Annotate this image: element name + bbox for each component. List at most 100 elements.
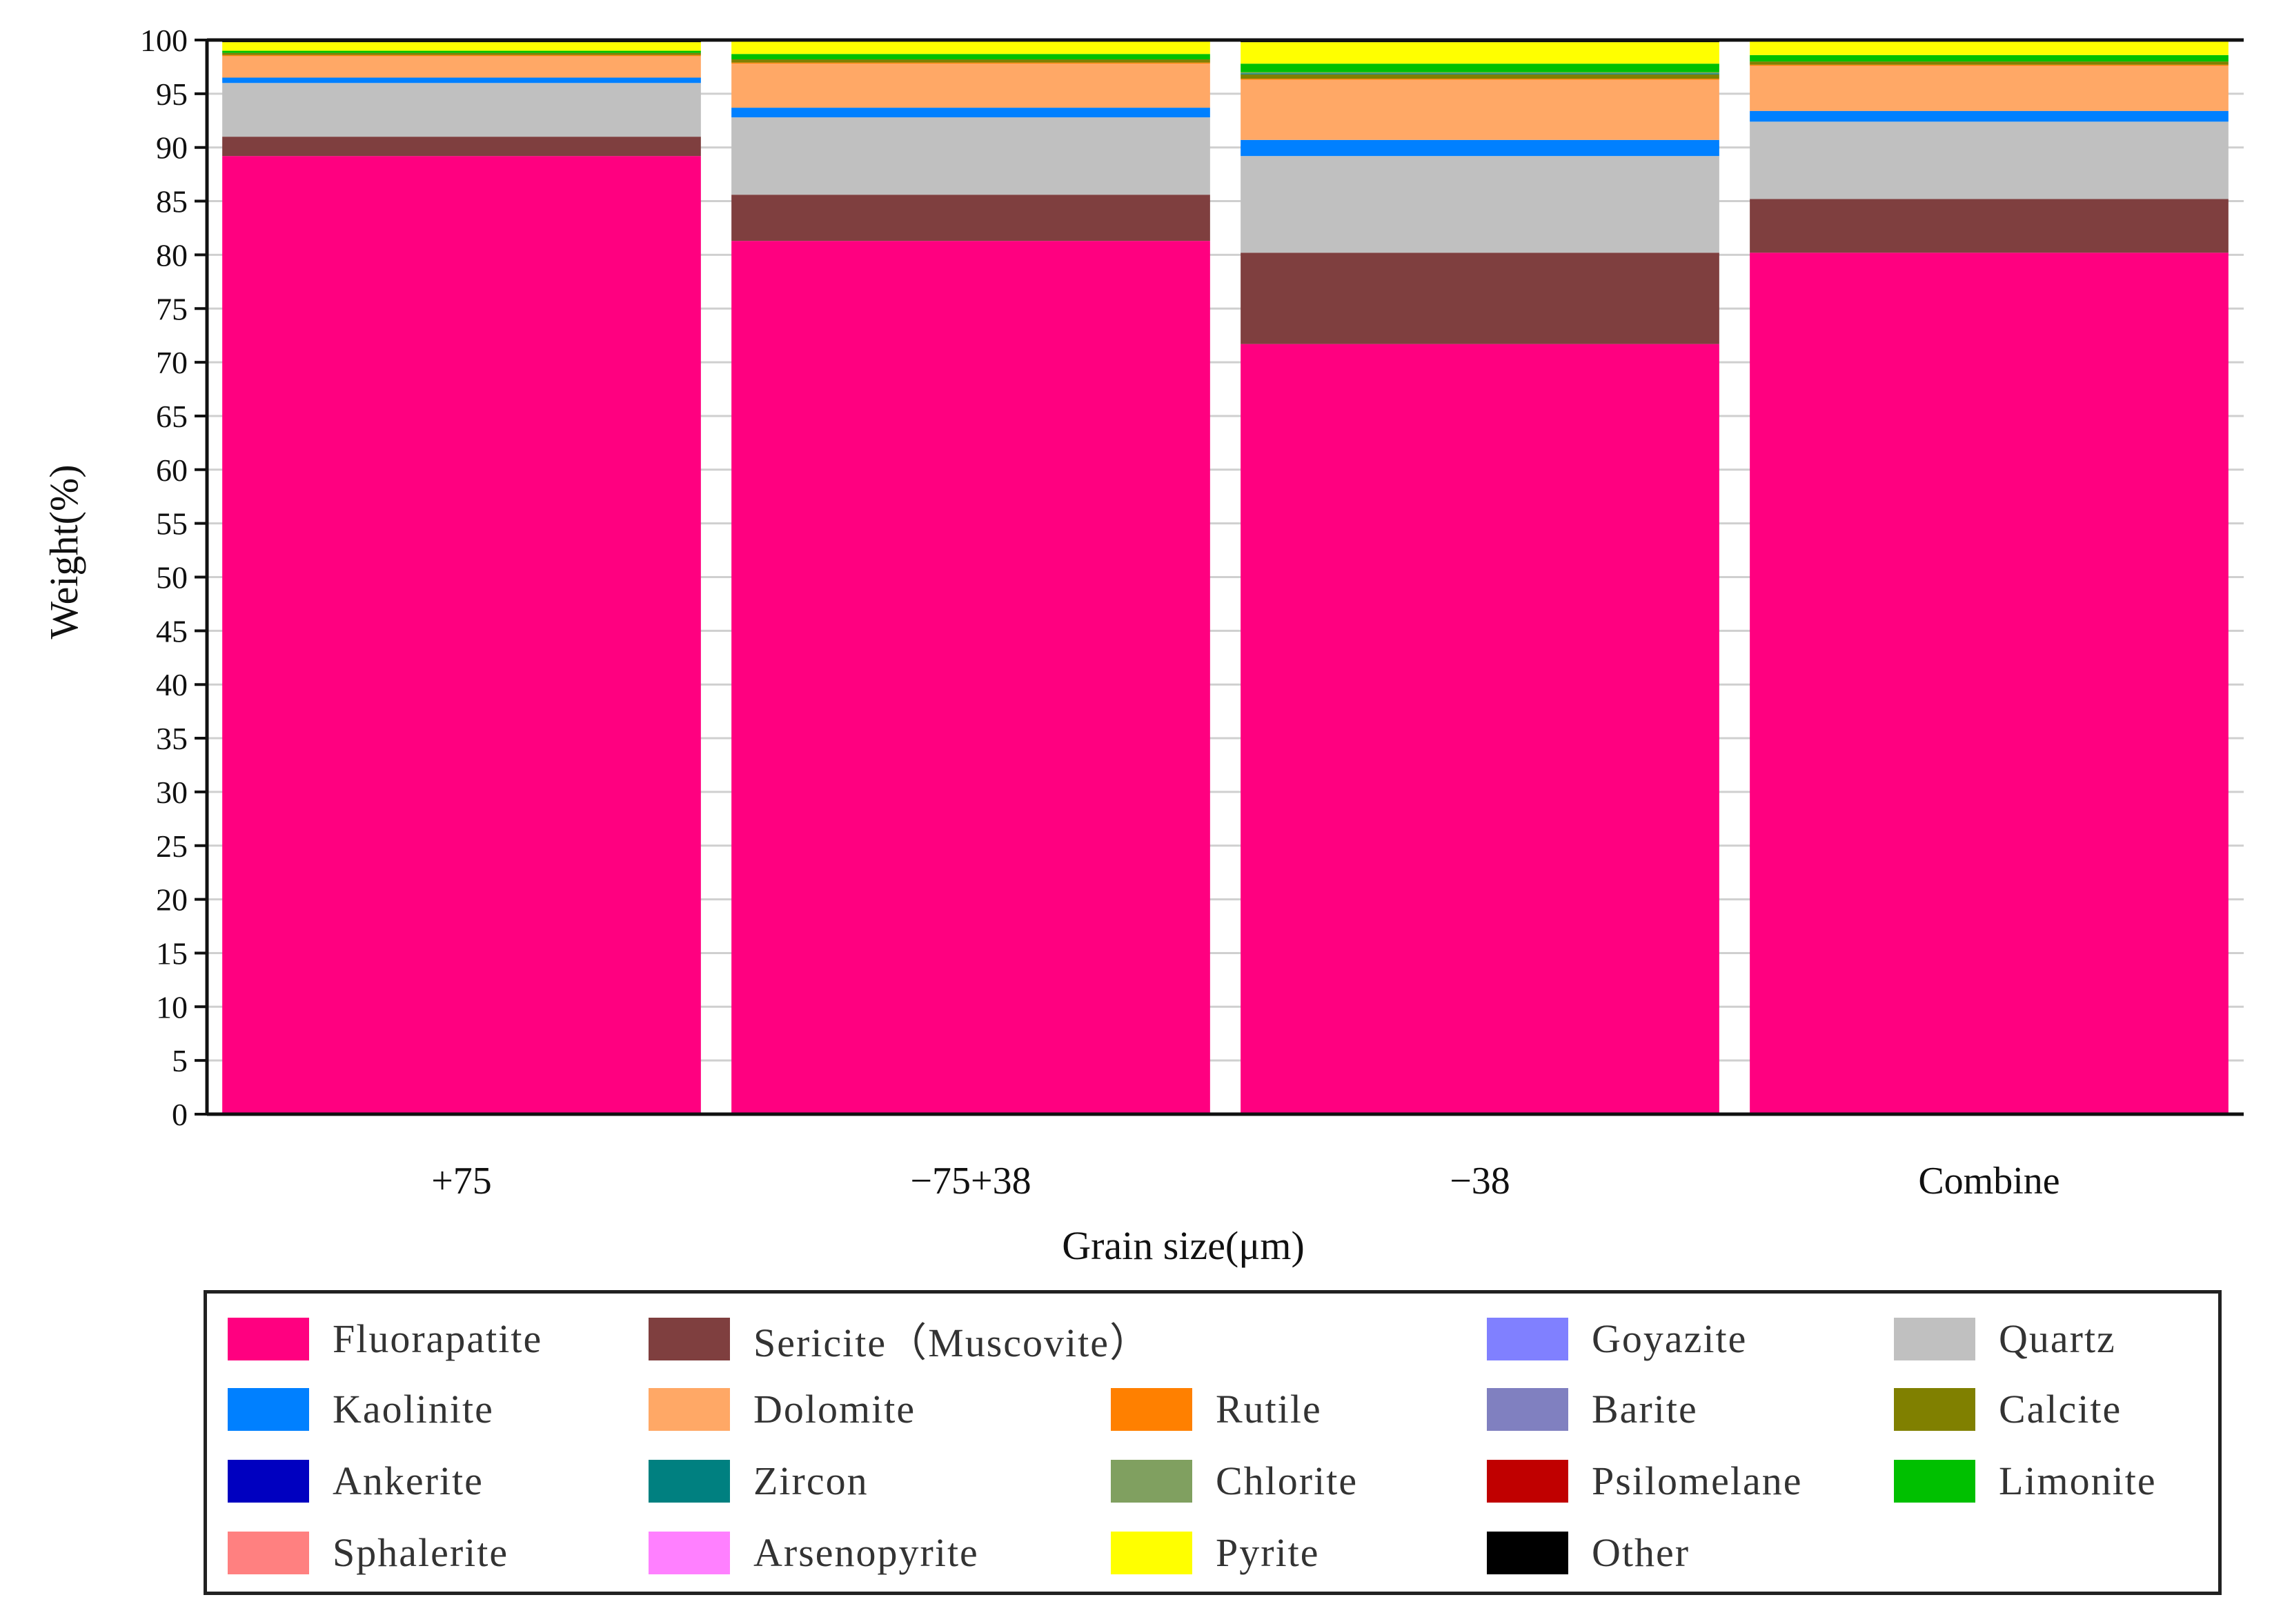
y-axis-title: Weight(%) bbox=[41, 464, 86, 639]
legend-item: Goyazite bbox=[1487, 1313, 1747, 1365]
x-category-label: +75 bbox=[431, 1160, 492, 1202]
legend-swatch bbox=[1487, 1531, 1568, 1574]
legend-item: Sphalerite bbox=[228, 1527, 508, 1578]
legend-swatch bbox=[1487, 1387, 1568, 1431]
y-tick-label: 75 bbox=[156, 291, 188, 326]
y-tick-label: 0 bbox=[172, 1097, 188, 1132]
bar-segment-fluorapatite bbox=[731, 241, 1210, 1115]
bar-segment-calcite bbox=[731, 59, 1210, 63]
legend-swatch bbox=[1111, 1387, 1192, 1431]
bar-segment-fluorapatite bbox=[1750, 252, 2229, 1114]
legend-swatch bbox=[649, 1459, 730, 1503]
legend-item: Fluorapatite bbox=[228, 1313, 542, 1365]
legend-item: Quartz bbox=[1894, 1313, 2116, 1365]
legend-swatch bbox=[1111, 1459, 1192, 1503]
legend-swatch bbox=[1894, 1459, 1975, 1503]
legend-swatch bbox=[1894, 1387, 1975, 1431]
bar-segment-quartz bbox=[731, 117, 1210, 195]
y-tick-label: 45 bbox=[156, 613, 188, 648]
bar-segment-sericite-muscovite bbox=[222, 137, 701, 157]
bar-segment-quartz bbox=[1750, 121, 2229, 199]
legend-swatch bbox=[228, 1317, 309, 1360]
y-tick-label: 85 bbox=[156, 184, 188, 219]
bar-stack bbox=[222, 40, 701, 1114]
legend-swatch bbox=[228, 1459, 309, 1503]
y-tick-label: 50 bbox=[156, 560, 188, 595]
legend-swatch bbox=[1487, 1317, 1568, 1360]
bar-segment-rutile bbox=[1750, 64, 2229, 66]
bar-stack bbox=[731, 40, 1210, 1115]
bar-segment-pyrite bbox=[1241, 42, 1719, 64]
bar-segment-quartz bbox=[1241, 156, 1719, 253]
bar-segment-limonite bbox=[222, 50, 701, 53]
legend-label: Barite bbox=[1592, 1387, 1698, 1432]
legend-label: Arsenopyrite bbox=[753, 1530, 979, 1575]
legend-item: Sericite（Muscovite） bbox=[649, 1313, 1151, 1365]
legend-label: Kaolinite bbox=[333, 1387, 494, 1432]
legend-swatch bbox=[1487, 1459, 1568, 1503]
bar-segment-sericite-muscovite bbox=[1241, 252, 1719, 344]
y-tick-label: 35 bbox=[156, 721, 188, 756]
bar-segment-rutile bbox=[222, 55, 701, 57]
bar-segment-limonite bbox=[1750, 55, 2229, 62]
y-tick-label: 95 bbox=[156, 77, 188, 112]
legend-label: Sphalerite bbox=[333, 1530, 509, 1575]
y-tick-label: 30 bbox=[156, 775, 188, 810]
legend-item: Barite bbox=[1487, 1383, 1698, 1435]
legend-swatch bbox=[649, 1317, 730, 1360]
legend-item: Kaolinite bbox=[228, 1383, 494, 1435]
bar-segment-kaolinite bbox=[222, 77, 701, 83]
legend-item: Arsenopyrite bbox=[649, 1527, 979, 1578]
legend-item: Pyrite bbox=[1111, 1527, 1320, 1578]
bar-stack bbox=[1241, 40, 1719, 1115]
legend-item: Psilomelane bbox=[1487, 1455, 1803, 1507]
legend-label: Ankerite bbox=[333, 1458, 484, 1503]
legend-label: Other bbox=[1592, 1530, 1690, 1575]
legend-label: Fluorapatite bbox=[333, 1316, 543, 1361]
legend-item: Other bbox=[1487, 1527, 1690, 1578]
bar-segment-rutile bbox=[1241, 79, 1719, 80]
legend-label: Sericite（Muscovite） bbox=[753, 1320, 1152, 1365]
y-tick-label: 80 bbox=[156, 237, 188, 273]
y-tick-label: 15 bbox=[156, 935, 188, 971]
bar-segment-quartz bbox=[222, 83, 701, 137]
bar-segment-pyrite bbox=[731, 41, 1210, 55]
bar-segment-sericite-muscovite bbox=[731, 195, 1210, 241]
y-tick-label: 70 bbox=[156, 345, 188, 380]
bar-segment-rutile bbox=[731, 62, 1210, 64]
legend-label: Calcite bbox=[1999, 1387, 2122, 1432]
legend-swatch bbox=[649, 1387, 730, 1431]
legend-item: Ankerite bbox=[228, 1455, 484, 1507]
bar-segment-kaolinite bbox=[1750, 110, 2229, 122]
legend-label: Psilomelane bbox=[1592, 1458, 1803, 1503]
y-tick-label: 65 bbox=[156, 399, 188, 434]
legend-label: Rutile bbox=[1216, 1387, 1322, 1432]
y-tick-label: 100 bbox=[140, 23, 188, 58]
legend-swatch bbox=[649, 1531, 730, 1574]
legend-item: Calcite bbox=[1894, 1383, 2122, 1435]
bar-segment-calcite bbox=[1750, 61, 2229, 65]
legend-label: Limonite bbox=[1999, 1458, 2157, 1503]
y-tick-label: 40 bbox=[156, 667, 188, 702]
legend-label: Quartz bbox=[1999, 1316, 2116, 1361]
legend-label: Pyrite bbox=[1216, 1530, 1320, 1575]
bar-segment-dolomite bbox=[731, 63, 1210, 108]
legend-item: Chlorite bbox=[1111, 1455, 1358, 1507]
legend-label: Chlorite bbox=[1216, 1458, 1359, 1503]
bar-segment-chlorite bbox=[1241, 72, 1719, 74]
x-category-label: −75+38 bbox=[910, 1160, 1031, 1202]
x-axis-title: Grain size(μm) bbox=[1062, 1223, 1305, 1268]
axes bbox=[205, 38, 2244, 1116]
y-tick-label: 20 bbox=[156, 882, 188, 918]
bar-segment-limonite bbox=[731, 54, 1210, 60]
legend-swatch bbox=[1894, 1317, 1975, 1360]
legend-item: Zircon bbox=[649, 1455, 869, 1507]
bar-segment-kaolinite bbox=[1241, 139, 1719, 157]
bar-segment-sericite-muscovite bbox=[1750, 199, 2229, 253]
legend-label: Dolomite bbox=[753, 1387, 916, 1432]
bar-segment-kaolinite bbox=[731, 108, 1210, 118]
bar-segment-pyrite bbox=[222, 42, 701, 51]
bar-segment-dolomite bbox=[1241, 79, 1719, 140]
x-category-label: Combine bbox=[1918, 1160, 2059, 1202]
legend-label: Zircon bbox=[753, 1458, 869, 1503]
